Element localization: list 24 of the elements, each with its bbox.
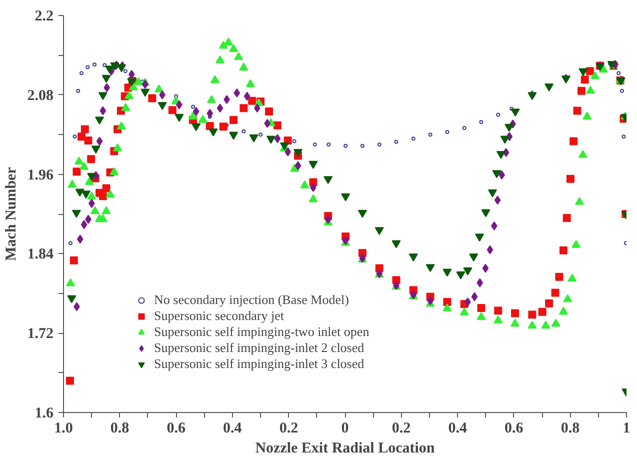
legend-label: No secondary injection (Base Model) bbox=[154, 292, 349, 308]
y-tick-label: 1.84 bbox=[27, 246, 54, 263]
legend-label: Supersonic self impinging-inlet 2 closed bbox=[154, 340, 364, 356]
y-tick-label: 2.08 bbox=[27, 88, 54, 104]
x-tick-label: 1.0 bbox=[54, 420, 73, 436]
x-tick-label: 0.6 bbox=[504, 420, 524, 436]
x-tick-label: 0.6 bbox=[166, 420, 186, 436]
y-axis-title: Mach Number bbox=[3, 166, 20, 261]
x-tick-label: 0.4 bbox=[223, 420, 242, 436]
y-tick-label: 2.2 bbox=[34, 8, 54, 24]
x-tick-label: 0.4 bbox=[448, 420, 468, 436]
x-axis-title: Nozzle Exit Radial Location bbox=[255, 440, 436, 456]
legend-label: Supersonic secondary jet bbox=[154, 308, 284, 324]
x-tick-label: 1 bbox=[622, 420, 630, 436]
y-tick-label: 1.72 bbox=[27, 326, 54, 342]
x-tick-label: 0.2 bbox=[279, 420, 298, 436]
y-tick-label: 1.6 bbox=[34, 406, 54, 422]
legend-label: Supersonic self impinging-inlet 3 closed bbox=[154, 356, 364, 372]
x-tick-label: 0.8 bbox=[560, 420, 580, 436]
x-tick-label: 0.8 bbox=[110, 420, 130, 436]
legend-label: Supersonic self impinging-two inlet open bbox=[154, 324, 370, 340]
x-tick-label: 0.2 bbox=[392, 420, 411, 436]
y-tick-label: 1.96 bbox=[27, 167, 54, 184]
x-tick-label: 0 bbox=[341, 420, 349, 436]
